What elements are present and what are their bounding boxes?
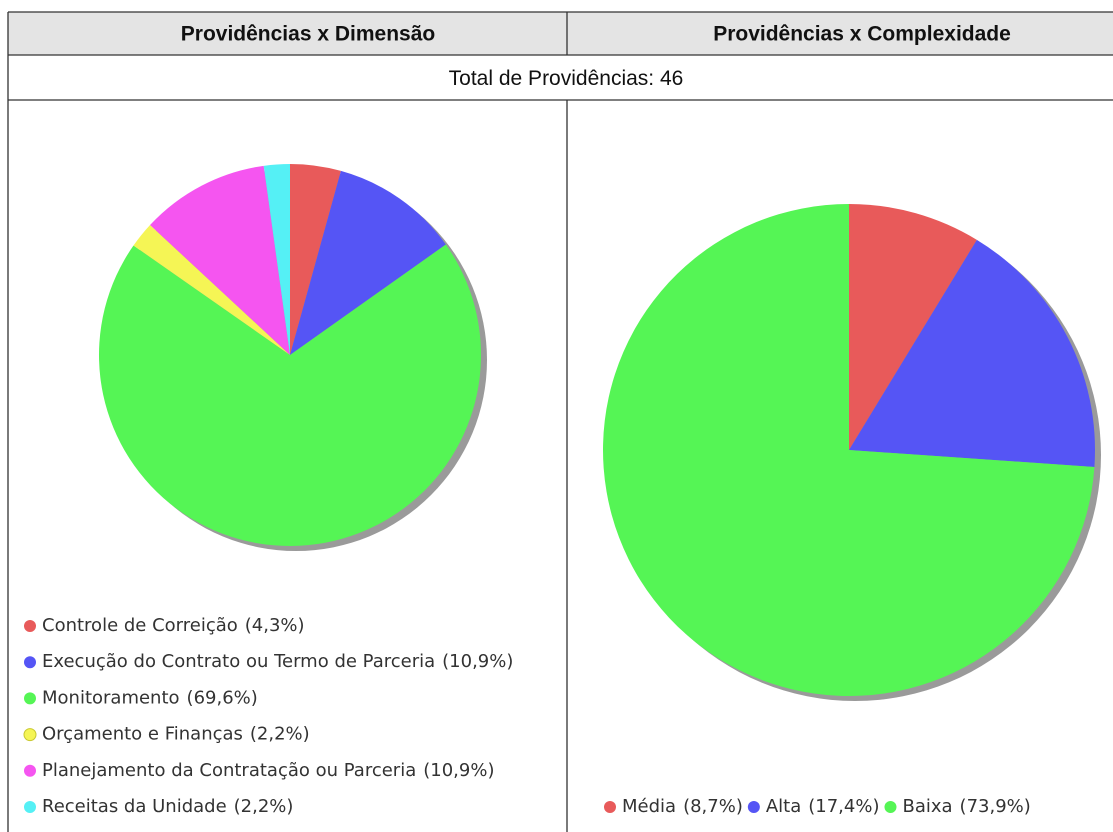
legend-label: Alta xyxy=(766,796,801,817)
legend-entry: Média (8,7%) xyxy=(622,796,743,817)
legend-label: Planejamento da Contratação ou Parceria xyxy=(42,760,416,781)
legend-swatch xyxy=(24,656,36,669)
pie-slice xyxy=(133,225,290,355)
legend-entry: Baixa (73,9%) xyxy=(902,796,1030,817)
legend-swatch xyxy=(24,620,36,632)
right-chart: Média (8,7%) Alta (17,4%) Baixa (73,9%) xyxy=(602,204,1095,817)
legend-value: (10,9%) xyxy=(442,651,513,672)
legend-label: Execução do Contrato ou Termo de Parceri… xyxy=(42,651,435,672)
legend-label: Baixa xyxy=(902,796,952,817)
legend-label: Orçamento e Finanças xyxy=(42,724,243,745)
legend-swatch xyxy=(747,801,760,813)
legend-entry: Monitoramento (69,6%) xyxy=(42,687,258,708)
legend-value: (17,4%) xyxy=(808,796,879,817)
legend-label: Monitoramento xyxy=(42,687,180,708)
legend-swatch xyxy=(604,801,616,813)
pie-slice xyxy=(290,164,341,355)
header-row xyxy=(8,12,1113,55)
legend-value: (2,2%) xyxy=(250,724,310,745)
legend-entry: Alta (17,4%) xyxy=(766,796,880,817)
total: Total de Providências: 46 xyxy=(449,67,684,90)
legend-swatch xyxy=(24,764,36,777)
legend-label: Média xyxy=(622,796,676,817)
legend-value: (73,9%) xyxy=(960,796,1031,817)
legend-swatch xyxy=(23,728,37,742)
legend-swatch xyxy=(884,801,897,813)
legend-value: (10,9%) xyxy=(423,760,494,781)
legend-swatch xyxy=(24,801,36,813)
legend-entry: Receitas da Unidade (2,2%) xyxy=(42,796,293,817)
pie-slice xyxy=(849,204,977,450)
pie-slice xyxy=(98,244,481,546)
legend-value: (2,2%) xyxy=(234,796,294,817)
pie-slice xyxy=(602,204,1095,697)
legend-value: (4,3%) xyxy=(245,615,305,636)
legend-entry: Planejamento da Contratação ou Parceria (… xyxy=(42,760,494,781)
legend-entry: Execução do Contrato ou Termo de Parceri… xyxy=(42,651,513,672)
pie-slice xyxy=(263,164,290,355)
pie-slice xyxy=(150,165,290,355)
pie-slice xyxy=(849,239,1095,467)
legend-entry: Orçamento e Finanças (2,2%) xyxy=(42,724,310,745)
column-header: Providências x Complexidade xyxy=(713,23,1011,46)
legend-entry: Controle de Correição (4,3%) xyxy=(42,615,305,636)
legend-swatch xyxy=(24,692,36,705)
total-value: 46 xyxy=(660,67,683,90)
left-chart: Controle de Correição (4,3%) Execução do C… xyxy=(23,164,513,817)
pie-slice xyxy=(290,170,446,355)
legend-label: Controle de Correição xyxy=(42,615,238,636)
legend-value: (8,7%) xyxy=(683,796,743,817)
column-header: Providências x Dimensão xyxy=(181,23,435,46)
legend-value: (69,6%) xyxy=(187,687,258,708)
total-label: Total de Providências: xyxy=(449,67,654,90)
legend-label: Receitas da Unidade xyxy=(42,796,227,817)
